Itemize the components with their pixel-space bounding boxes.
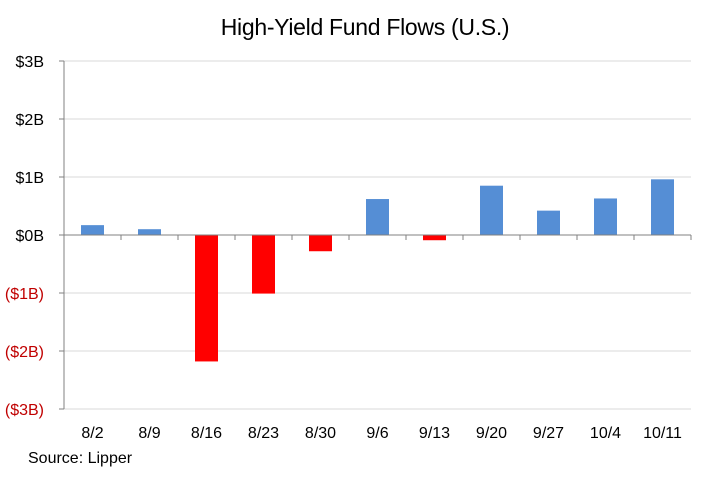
y-tick-label: $0B [16, 228, 44, 245]
bar-8-23 [252, 235, 275, 294]
bar-9-20 [480, 185, 503, 235]
bar-8-2 [81, 225, 104, 235]
axes [59, 60, 692, 410]
bar-9-6 [366, 199, 389, 235]
x-tick-label: 8/9 [138, 425, 160, 442]
x-tick-label: 8/16 [191, 425, 222, 442]
bars [81, 179, 674, 362]
y-tick-label: $2B [16, 112, 44, 129]
bar-8-30 [309, 235, 332, 252]
x-tick-label: 9/27 [533, 425, 564, 442]
bar-9-13 [423, 235, 446, 241]
bar-8-9 [138, 229, 161, 235]
x-tick-label: 10/11 [643, 425, 682, 442]
source-note: Source: Lipper [28, 450, 133, 467]
bar-9-27 [537, 210, 560, 235]
x-tick-label: 10/4 [590, 425, 621, 442]
y-tick-label: ($3B) [5, 402, 44, 419]
y-tick-label: ($1B) [5, 286, 44, 303]
chart-title: High-Yield Fund Flows (U.S.) [220, 14, 510, 40]
x-tick-label: 9/6 [366, 425, 388, 442]
gridlines [64, 60, 691, 410]
y-tick-label: $1B [16, 170, 44, 187]
y-tick-labels: $3B $2B $1B $0B ($1B) ($2B) ($3B) [5, 54, 44, 419]
x-tick-labels: 8/2 8/9 8/16 8/23 8/30 9/6 9/13 9/20 9/27 10/4 10/… [81, 425, 682, 442]
y-tick-label: ($2B) [5, 344, 44, 361]
x-tick-label: 9/13 [419, 425, 450, 442]
x-tick-label: 8/30 [305, 425, 336, 442]
y-tick-label: $3B [16, 54, 44, 71]
x-tick-label: 8/2 [81, 425, 103, 442]
bar-8-16 [195, 235, 218, 362]
x-tick-label: 8/23 [248, 425, 279, 442]
bar-10-11 [651, 179, 674, 235]
bar-10-4 [594, 198, 617, 235]
x-tick-label: 9/20 [476, 425, 507, 442]
